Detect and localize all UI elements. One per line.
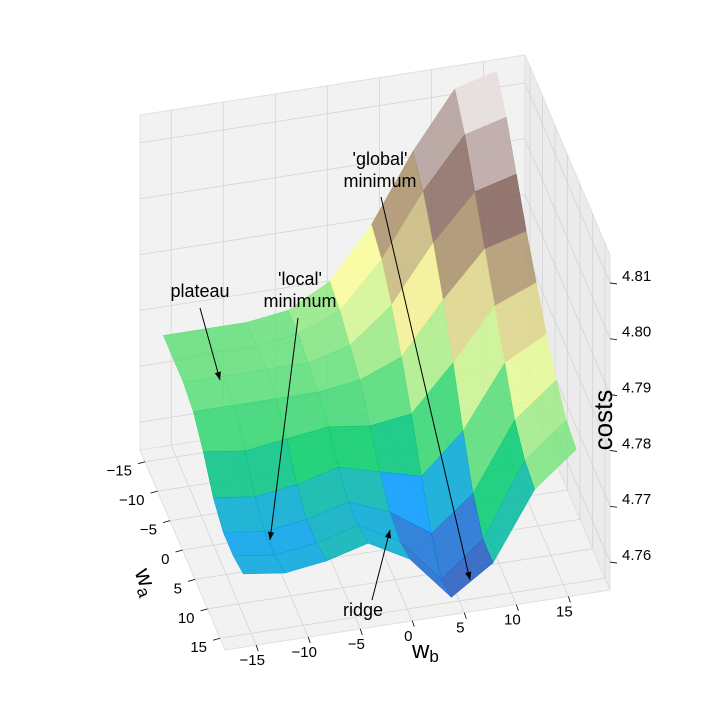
z-tick-label: 4.77 [622,491,651,508]
x-tick-label: −10 [292,644,317,661]
x-axis-label: wb [411,637,439,666]
y-tick-label: 5 [174,580,182,597]
x-axis-label-main: w [411,637,430,664]
z-tick-label: 4.81 [622,268,651,285]
annotation-text: 'local' [278,269,322,289]
annotation-text: minimum [343,171,416,191]
grid-line [524,250,611,451]
grid-line [524,82,611,284]
y-tick-label: 15 [190,639,207,656]
tick-mark [609,450,618,452]
tick-mark [200,608,208,612]
grid-line [524,194,611,395]
x-tick-label: 10 [504,612,521,629]
tick-mark [175,549,183,553]
z-tick-label: 4.78 [622,435,651,452]
x-tick-label: −5 [348,636,365,653]
tick-mark [212,637,221,641]
y-tick-label: 0 [161,551,169,568]
grid-line [219,577,606,639]
y-tick-label: 10 [178,610,195,627]
tick-mark [359,628,363,636]
annotation-text: plateau [170,281,229,301]
tick-mark [609,338,618,341]
tick-mark [411,620,415,627]
grid-line [524,138,611,339]
tick-mark [609,282,618,285]
x-tick-label: −15 [239,652,264,669]
annotation-text: minimum [263,291,336,311]
y-tick-label: −15 [107,463,132,480]
annotation-arrow [380,196,472,581]
annotation-arrow [267,317,299,541]
tick-mark [162,520,171,523]
x-axis-label-sub: b [429,647,438,666]
x-tick-label: 5 [456,620,464,637]
tick-mark [255,645,259,652]
tick-mark [609,394,618,396]
tick-mark [515,604,519,611]
z-tick-label: 4.76 [622,547,651,564]
annotation-text: ridge [343,600,383,620]
tick-mark [187,579,196,582]
annotation-arrow [371,529,392,601]
surface [162,70,577,598]
tick-mark [150,490,158,494]
grid-line [207,548,593,610]
x-tick-label: 15 [556,603,573,620]
tick-mark [567,596,571,603]
z-axis-label: costs [588,390,618,451]
tick-mark [609,505,618,508]
z-tick-label: 4.79 [622,380,651,397]
annotation-text: 'global' [353,149,408,169]
tick-mark [307,636,311,644]
surface-patch [232,554,286,575]
tick-mark [137,461,146,465]
z-tick-label: 4.80 [622,324,651,341]
y-tick-label: −10 [119,492,144,509]
annotation-arrow [199,307,221,381]
y-tick-label: −5 [140,522,157,539]
x-tick-label: 0 [404,628,412,645]
tick-mark [609,561,618,564]
tick-mark [463,612,467,619]
y-axis-label: wa [126,564,163,601]
